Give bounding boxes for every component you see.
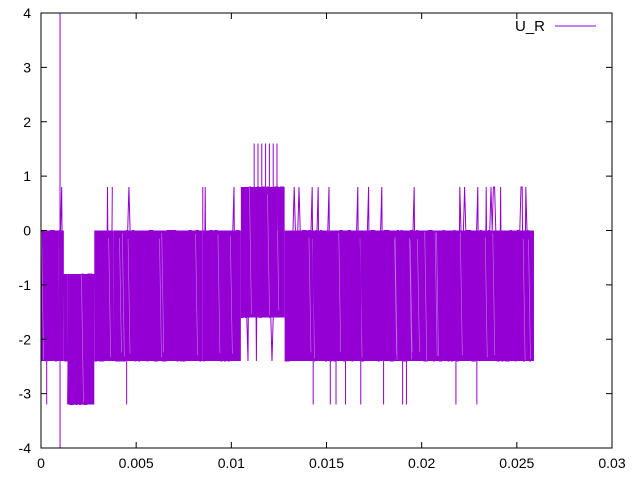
x-tick-label: 0.03 [598,455,625,471]
signal-texture [484,237,488,358]
x-tick-label: 0.005 [119,455,154,471]
signal-trace [94,186,113,362]
signal-texture [159,238,162,358]
signal-texture [424,231,428,361]
signal-texture [492,233,496,356]
signal-band [58,230,64,361]
signal-texture [338,232,342,353]
y-tick-label: 1 [23,168,31,184]
y-tick-label: -4 [19,440,32,456]
y-tick-label: 2 [23,114,31,130]
signal-trace [112,186,203,362]
x-tick-label: 0 [37,455,45,471]
signal-texture [119,238,122,353]
legend-label: U_R [515,18,545,35]
y-tick-label: -1 [19,277,32,293]
signal-texture [522,238,526,361]
y-tick-label: 4 [23,5,31,21]
signal-texture [417,238,420,352]
signal-trace [67,273,95,405]
signal-texture [267,194,270,315]
signal-texture [308,237,312,353]
signal-texture [217,234,221,353]
signal-texture [460,232,463,356]
signal-texture [394,236,398,360]
signal-texture [528,239,531,359]
y-tick-label: 3 [23,59,31,75]
signal-texture [409,238,412,360]
plot-layer [40,13,534,448]
signal-band [63,274,68,361]
signal-texture [394,239,397,355]
signal-trace [284,186,534,362]
signal-texture [249,187,252,314]
y-tick-label: -2 [19,331,32,347]
signal-texture [230,236,233,354]
signal-texture [81,275,84,403]
x-tick-label: 0.01 [218,455,245,471]
signal-texture [434,232,438,356]
signal-trace [202,186,241,362]
y-tick-label: -3 [19,386,32,402]
signal-texture [409,240,413,352]
x-tick-label: 0.015 [309,455,344,471]
plot-frame [40,12,613,449]
signal-texture [108,237,111,358]
signal-texture [122,233,125,357]
y-tick-label: 0 [23,223,31,239]
signal-texture [161,232,165,353]
signal-texture [195,233,198,356]
legend: U_R [515,18,596,35]
signal-texture [127,239,131,354]
signal-texture [41,231,44,360]
x-tick-label: 0.02 [408,455,435,471]
signal-texture [436,232,439,356]
x-tick-label: 0.025 [499,455,534,471]
signal-trace [63,273,68,362]
ticks-layer: 0 0.005 0.01 0.015 0.02 0.025 0.03 -4 -3 -2 -1 0 1 2 3… [19,5,626,471]
